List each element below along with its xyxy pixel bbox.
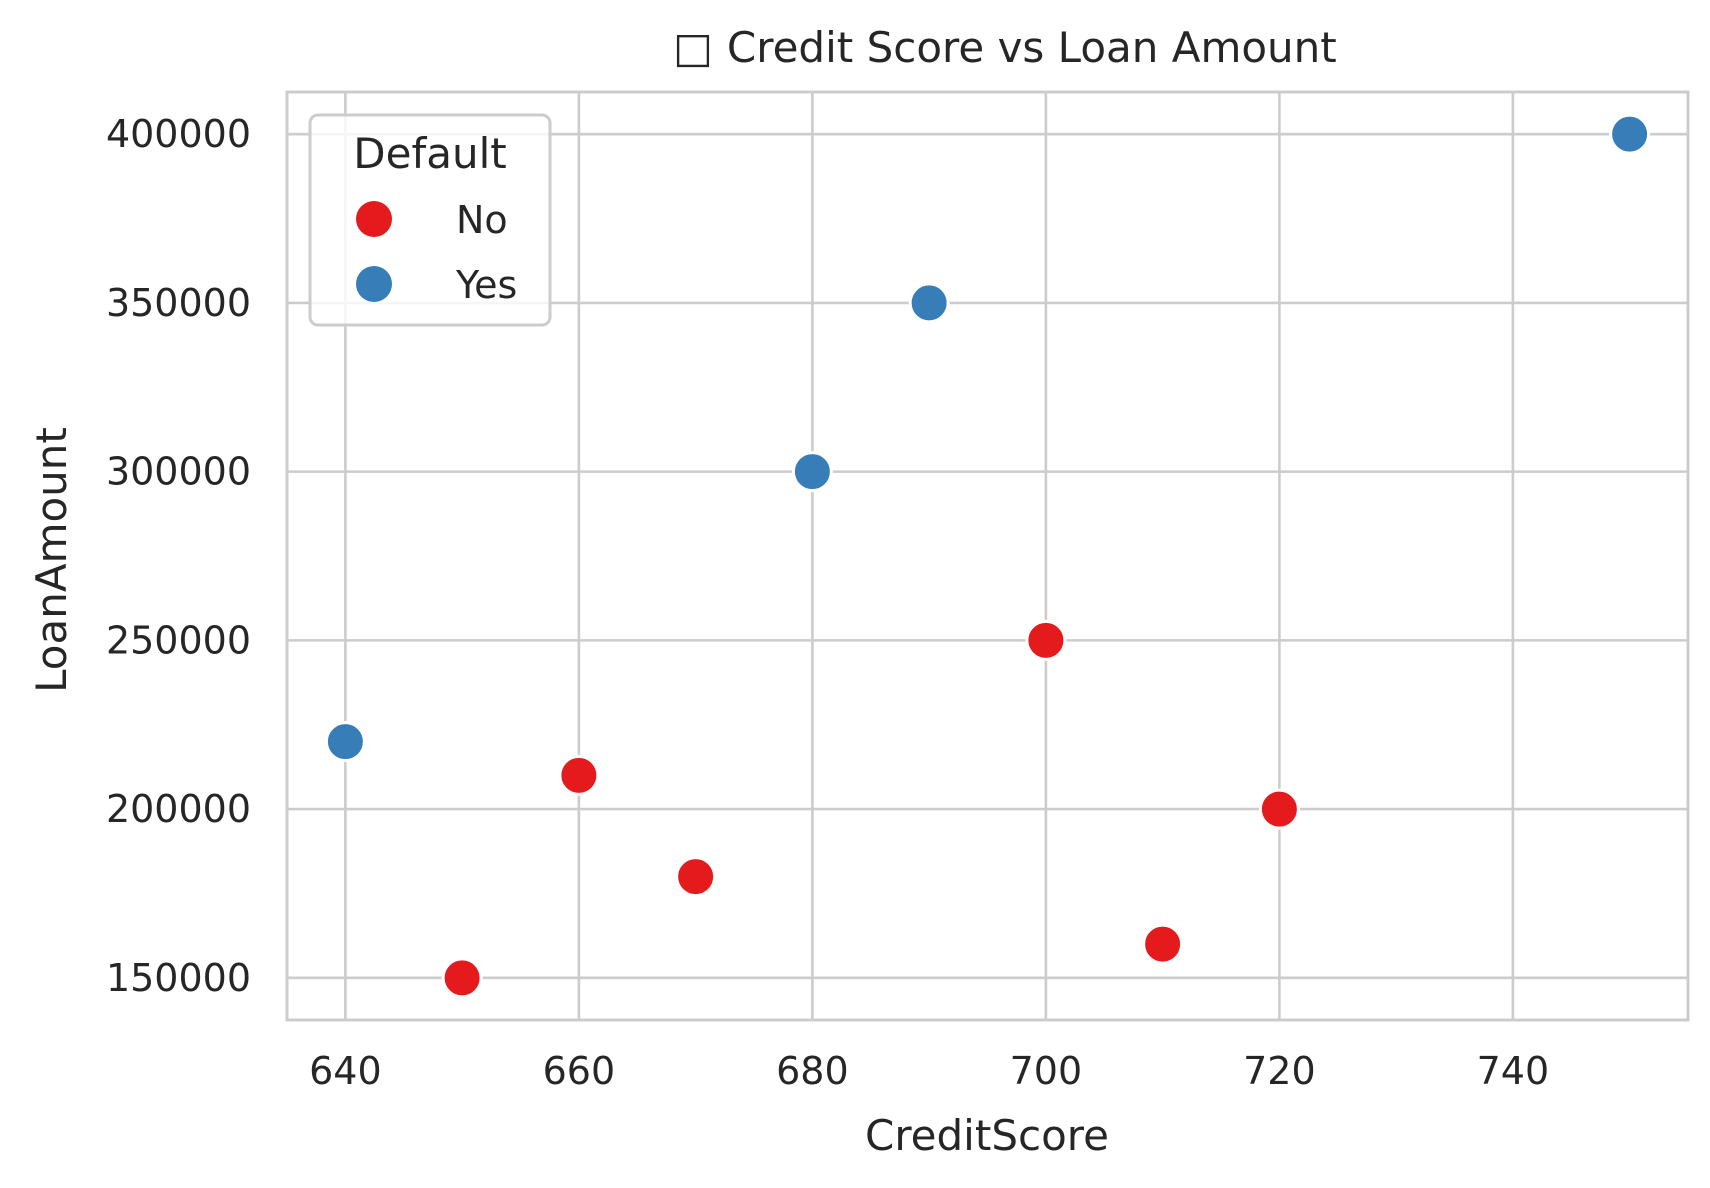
- x-axis-label: CreditScore: [865, 1111, 1109, 1160]
- legend: Default No Yes: [308, 113, 552, 327]
- data-point-no: [675, 856, 717, 898]
- x-tick-label: 640: [309, 1049, 382, 1093]
- data-point-no: [1142, 923, 1184, 965]
- data-point-no: [1258, 788, 1300, 830]
- data-point-no: [1025, 619, 1067, 661]
- data-point-yes: [791, 451, 833, 493]
- data-point-yes: [324, 721, 366, 763]
- y-axis-ticks: 150000 200000 250000 300000 350000 400000: [106, 112, 251, 1000]
- y-tick-label: 250000: [106, 618, 251, 662]
- y-tick-label: 350000: [106, 281, 251, 325]
- data-point-yes: [1609, 113, 1651, 155]
- legend-label-yes: Yes: [455, 263, 517, 307]
- title-icon: □: [673, 23, 713, 72]
- legend-marker-no: [356, 201, 392, 237]
- x-tick-label: 720: [1243, 1049, 1316, 1093]
- y-tick-label: 300000: [106, 450, 251, 494]
- x-tick-label: 680: [776, 1049, 849, 1093]
- legend-label-no: No: [456, 198, 508, 242]
- x-tick-label: 700: [1010, 1049, 1083, 1093]
- legend-marker-yes: [356, 266, 392, 302]
- data-point-no: [441, 957, 483, 999]
- data-points: [324, 113, 1651, 999]
- x-tick-label: 660: [543, 1049, 616, 1093]
- y-tick-label: 200000: [106, 787, 251, 831]
- chart-title: □ Credit Score vs Loan Amount: [673, 23, 1337, 72]
- x-tick-label: 740: [1477, 1049, 1550, 1093]
- data-point-no: [558, 754, 600, 796]
- x-axis-ticks: 640 660 680 700 720 740: [309, 1049, 1549, 1093]
- legend-title: Default: [353, 129, 506, 178]
- data-point-yes: [908, 282, 950, 324]
- y-tick-label: 400000: [106, 112, 251, 156]
- y-tick-label: 150000: [106, 956, 251, 1000]
- y-axis-label: LoanAmount: [27, 427, 76, 693]
- title-text: Credit Score vs Loan Amount: [727, 23, 1337, 72]
- plot-frame: [285, 90, 1690, 1022]
